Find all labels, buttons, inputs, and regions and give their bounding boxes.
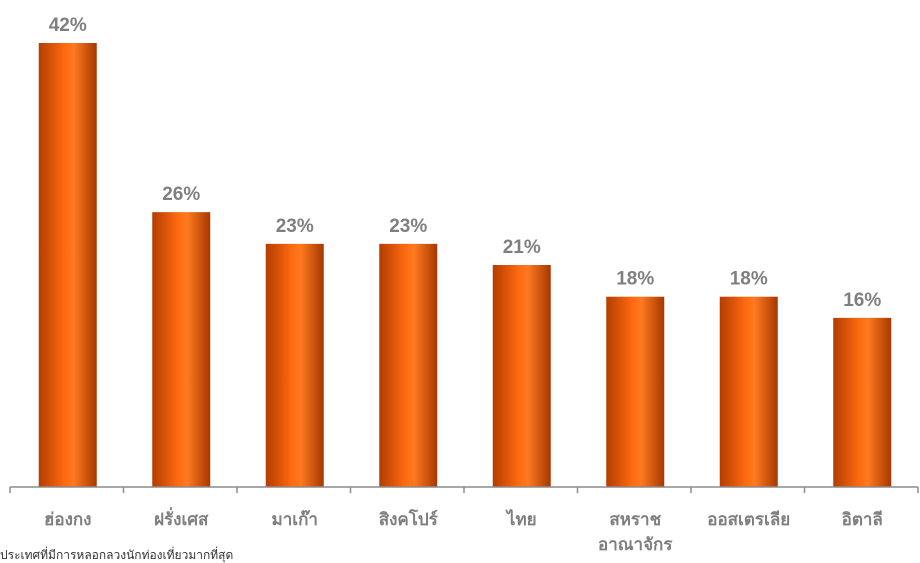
bar [265,243,324,487]
data-label: 26% [162,184,200,205]
bar [152,212,211,487]
bar [719,296,778,487]
category-label: ฮ่องกง [44,510,91,530]
bar [379,243,438,487]
bar [38,43,97,487]
data-label: 18% [730,269,768,290]
category-label: สิงคโปร์ [379,509,439,530]
data-label: 21% [503,237,541,258]
category-label: อิตาลี [842,509,883,530]
category-label: ออสเตรเลีย [707,509,790,530]
category-label: ฝรั่งเศส [154,507,209,530]
data-label: 23% [276,216,314,237]
data-label: 42% [49,15,87,36]
category-label: สหราชอาณาจักร [598,510,673,555]
data-label: 16% [843,290,881,311]
footnote: ประเทศที่มีการหลอกลวงนักท่องเที่ยวมากที่… [0,548,234,562]
data-label: 18% [616,269,654,290]
bar [492,265,551,487]
data-label: 23% [389,216,427,237]
category-label: มาเก๊า [272,510,318,530]
category-label: ไทย [505,509,537,530]
bar [833,317,892,487]
bar [606,296,665,487]
